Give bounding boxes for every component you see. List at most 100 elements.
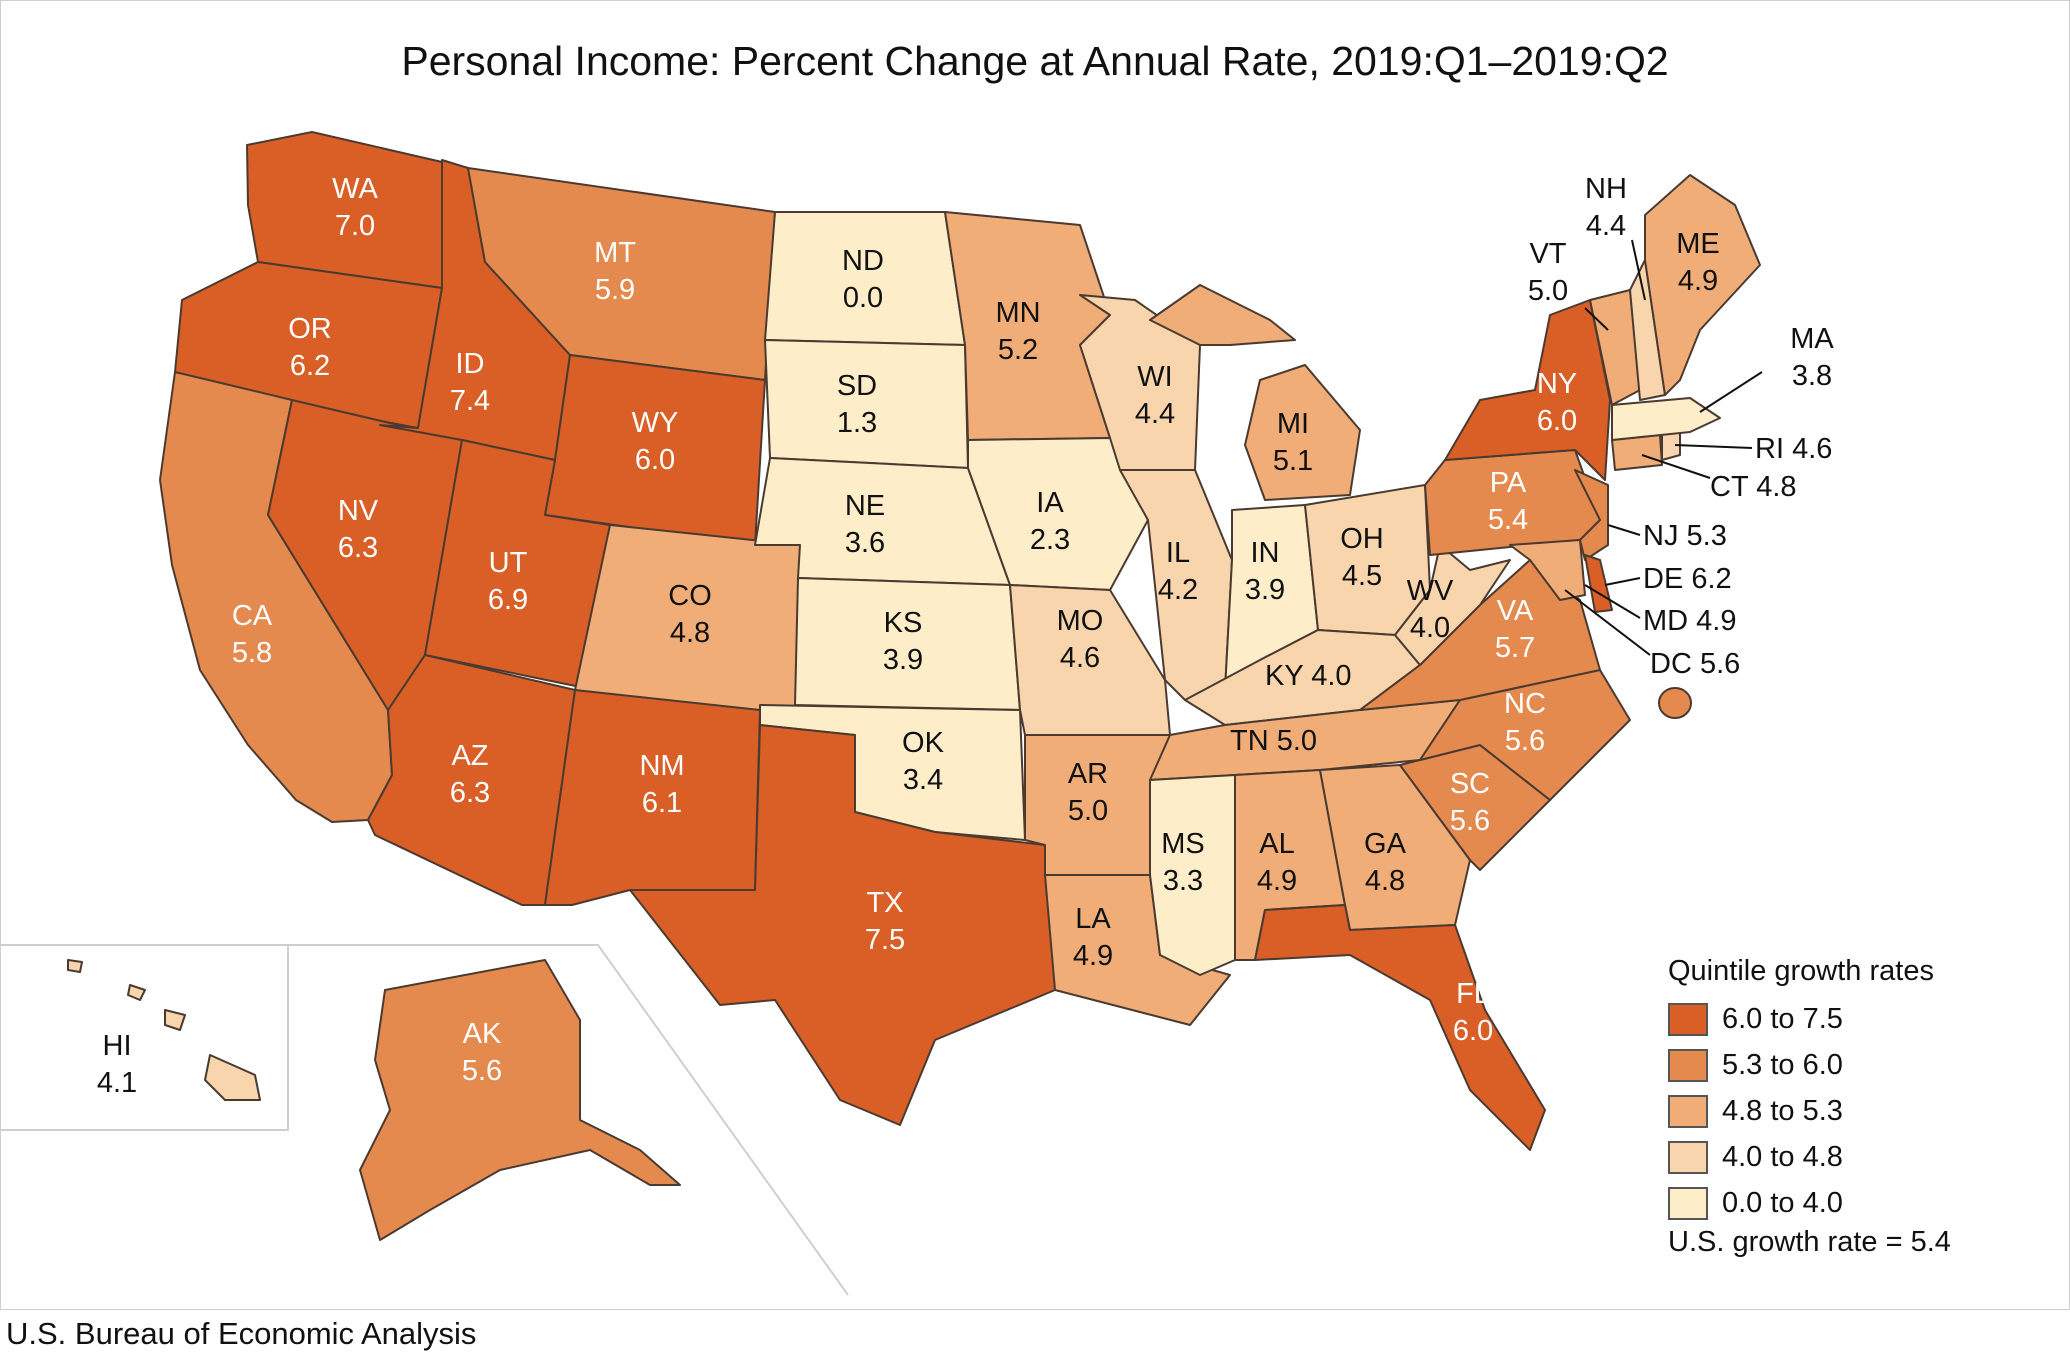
label-abbr: GA — [1364, 828, 1407, 860]
label-abbr: MT — [594, 237, 636, 269]
state-MI[interactable] — [1244, 364, 1361, 501]
label-abbr: TX — [866, 887, 903, 919]
label-abbr: WA — [332, 173, 378, 205]
state-WV[interactable] — [1394, 544, 1511, 666]
state-PA[interactable] — [1424, 449, 1601, 556]
label-tn: TN 5.0 — [1230, 725, 1317, 757]
label-mn: MN 5.2 — [995, 297, 1040, 366]
state-CT[interactable] — [1611, 434, 1663, 471]
label-nm: NM 6.1 — [639, 750, 684, 819]
label-value: 3.4 — [903, 764, 943, 796]
label-abbr: NJ — [1643, 520, 1678, 552]
state-DC-marker[interactable] — [1658, 687, 1692, 719]
label-abbr: MD — [1643, 605, 1688, 637]
state-MD[interactable] — [1509, 539, 1586, 601]
label-abbr: UT — [489, 547, 528, 579]
label-ny: NY 6.0 — [1537, 368, 1577, 437]
state-TX[interactable] — [629, 724, 1056, 1126]
label-de: DE 6.2 — [1643, 563, 1732, 595]
state-HI-oahu[interactable] — [127, 984, 146, 1001]
label-value: 5.7 — [1495, 632, 1535, 664]
state-ME[interactable] — [1644, 174, 1761, 396]
label-value: 4.9 — [1257, 865, 1297, 897]
label-value: 6.2 — [1691, 563, 1731, 595]
label-sc: SC 5.6 — [1450, 768, 1490, 837]
label-ne: NE 3.6 — [845, 490, 885, 559]
label-value: 4.1 — [97, 1067, 137, 1099]
label-value: 3.6 — [845, 527, 885, 559]
legend-label: 6.0 to 7.5 — [1722, 1002, 1843, 1035]
leader-line-nj — [1607, 524, 1641, 536]
label-tx: TX 7.5 — [865, 887, 905, 956]
label-ky: KY 4.0 — [1265, 660, 1352, 692]
label-value: 5.6 — [1700, 648, 1740, 680]
legend-item: 4.8 to 5.3 — [1668, 1088, 1951, 1134]
label-abbr: WI — [1137, 361, 1172, 393]
label-value: 5.0 — [1528, 275, 1568, 307]
label-abbr: MO — [1057, 605, 1104, 637]
label-value: 4.8 — [670, 617, 710, 649]
label-abbr: OH — [1340, 523, 1384, 555]
label-abbr: WV — [1407, 575, 1454, 607]
leader-line-ri — [1674, 444, 1753, 449]
label-oh: OH 4.5 — [1340, 523, 1384, 592]
state-HI-big[interactable] — [204, 1054, 261, 1101]
label-value: 5.0 — [1068, 795, 1108, 827]
label-mi: MI 5.1 — [1273, 408, 1313, 477]
legend-item: 0.0 to 4.0 — [1668, 1180, 1951, 1226]
label-value: 6.1 — [642, 787, 682, 819]
label-abbr: MN — [995, 297, 1040, 329]
label-il: IL 4.2 — [1158, 537, 1198, 606]
label-value: 4.5 — [1342, 560, 1382, 592]
legend-swatch — [1668, 1140, 1708, 1174]
label-in: IN 3.9 — [1245, 537, 1285, 606]
label-abbr: IN — [1251, 537, 1280, 569]
inset-frame — [0, 944, 289, 1131]
label-abbr: MA — [1790, 323, 1834, 355]
state-labels: WA 7.0 OR 6.2 CA 5.8 ID 7.4 NV 6.3 MT 5.9 WY 6.… — [97, 173, 1835, 1099]
label-abbr: SD — [837, 370, 877, 402]
state-HI-kauai[interactable] — [67, 959, 83, 973]
state-MI-upper[interactable] — [1149, 284, 1296, 346]
label-value: 5.3 — [1687, 520, 1727, 552]
label-value: 6.3 — [450, 777, 490, 809]
state-ND[interactable] — [764, 211, 966, 346]
label-ga: GA 4.8 — [1364, 828, 1407, 897]
state-NY[interactable] — [1444, 299, 1611, 481]
label-abbr: DE — [1643, 563, 1683, 595]
label-nh: NH 4.4 — [1585, 173, 1627, 242]
label-ks: KS 3.9 — [883, 607, 923, 676]
label-value: 4.8 — [1756, 471, 1796, 503]
label-abbr: ND — [842, 245, 884, 277]
legend-swatch — [1668, 1094, 1708, 1128]
state-MA[interactable] — [1611, 397, 1721, 441]
label-id: ID 7.4 — [450, 348, 490, 417]
label-wa: WA 7.0 — [332, 173, 378, 242]
label-ia: IA 2.3 — [1030, 487, 1070, 556]
label-pa: PA 5.4 — [1488, 467, 1528, 536]
label-abbr: NE — [845, 490, 885, 522]
label-value: 3.3 — [1163, 865, 1203, 897]
state-FL[interactable] — [1254, 904, 1546, 1151]
legend-swatch — [1668, 1048, 1708, 1082]
label-ms: MS 3.3 — [1161, 828, 1205, 897]
label-al: AL 4.9 — [1257, 828, 1297, 897]
state-HI-maui[interactable] — [164, 1009, 186, 1031]
leader-line-de — [1604, 577, 1641, 586]
label-wi: WI 4.4 — [1135, 361, 1175, 430]
label-value: 5.9 — [595, 274, 635, 306]
label-abbr: SC — [1450, 768, 1490, 800]
state-AK[interactable] — [359, 959, 681, 1241]
label-abbr: ME — [1676, 228, 1720, 260]
label-value: 4.0 — [1410, 612, 1450, 644]
label-value: 5.8 — [232, 637, 272, 669]
label-abbr: AZ — [451, 740, 488, 772]
label-value: 4.4 — [1586, 210, 1626, 242]
state-SD[interactable] — [764, 339, 969, 469]
label-abbr: PA — [1490, 467, 1527, 499]
legend-label: 0.0 to 4.0 — [1722, 1186, 1843, 1219]
label-value: 3.8 — [1792, 360, 1832, 392]
label-abbr: RI — [1755, 433, 1784, 465]
label-abbr: HI — [103, 1030, 132, 1062]
label-value: 4.9 — [1073, 940, 1113, 972]
